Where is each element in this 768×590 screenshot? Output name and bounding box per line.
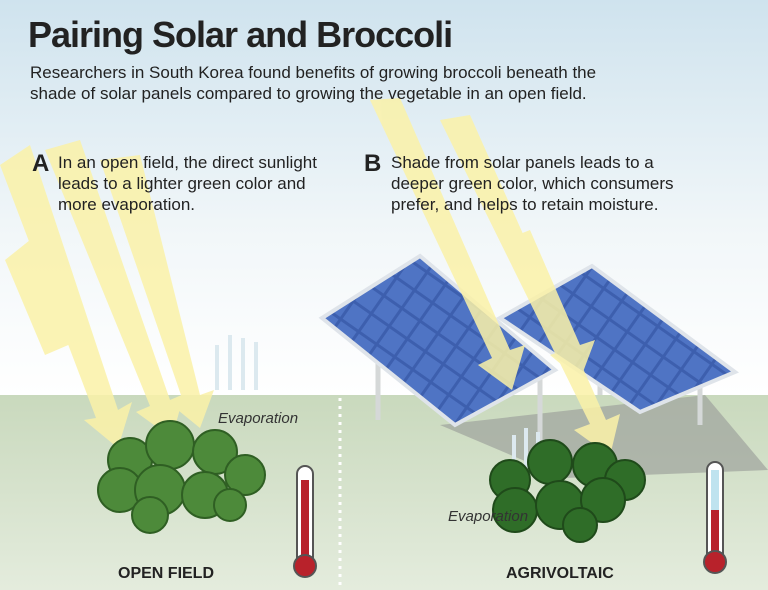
evaporation-label: Evaporation [448,508,528,525]
thermometer [704,462,726,573]
infographic: Pairing Solar and Broccoli Researchers i… [0,0,768,590]
panel-text: In an open field, the direct sunlight le… [58,152,328,215]
subtitle: Researchers in South Korea found benefit… [30,62,640,104]
evaporation-label: Evaporation [218,410,298,427]
caption: OPEN FIELD [118,565,214,583]
title: Pairing Solar and Broccoli [28,14,452,56]
panel-text: Shade from solar panels leads to a deepe… [391,152,691,215]
panel-letter: A [32,150,49,178]
caption: AGRIVOLTAIC [506,565,614,583]
thermometer [294,466,316,577]
panel-letter: B [364,150,381,178]
